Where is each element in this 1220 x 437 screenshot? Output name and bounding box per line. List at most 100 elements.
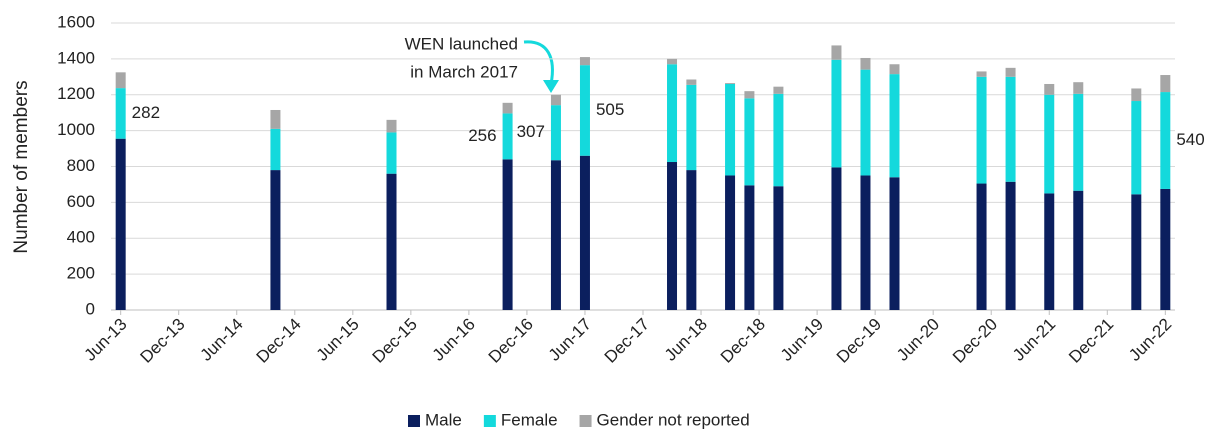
- x-tick-label: Dec-19: [833, 315, 885, 367]
- y-axis-title: Number of members: [11, 80, 32, 253]
- data-label: 540: [1176, 130, 1204, 149]
- bar-segment: [270, 109, 281, 129]
- legend-swatch: [483, 415, 496, 427]
- bar-segment: [831, 59, 842, 168]
- bar-segment: [667, 162, 678, 310]
- annotation: in March 2017: [410, 62, 518, 81]
- bar-segment: [502, 102, 513, 114]
- x-tick-label: Jun-21: [1009, 315, 1059, 365]
- y-tick-label: 800: [67, 156, 95, 175]
- x-tick-label: Jun-13: [80, 315, 130, 365]
- bar-segment: [725, 83, 736, 176]
- bar-segment: [889, 64, 900, 75]
- bar-segment: [386, 119, 397, 133]
- bar-segment: [686, 79, 697, 85]
- bar-segment: [1160, 188, 1171, 310]
- bar-segment: [1160, 75, 1171, 93]
- bar-segment: [579, 65, 590, 156]
- bar-segment: [860, 69, 871, 176]
- x-tick-label: Jun-14: [197, 315, 247, 365]
- bar-segment: [686, 170, 697, 310]
- legend-label: Female: [501, 410, 558, 429]
- y-tick-label: 1600: [57, 12, 95, 31]
- bar-segment: [889, 74, 900, 178]
- bar-segment: [1131, 101, 1142, 195]
- x-tick-label: Jun-19: [777, 315, 827, 365]
- bar-segment: [773, 86, 784, 94]
- x-tick-label: Dec-16: [485, 315, 537, 367]
- y-tick-label: 200: [67, 264, 95, 283]
- bar-segment: [1005, 181, 1016, 310]
- y-tick-label: 400: [67, 228, 95, 247]
- bar-segment: [115, 72, 126, 89]
- data-label: 282: [132, 103, 160, 122]
- bar-segment: [1073, 93, 1084, 191]
- bar-segment: [1044, 83, 1055, 95]
- x-tick-label: Jun-22: [1125, 315, 1175, 365]
- x-tick-label: Dec-17: [601, 315, 653, 367]
- bar-segment: [550, 94, 561, 106]
- bar-segment: [831, 167, 842, 310]
- bar-segment: [270, 170, 281, 310]
- legend-label: Male: [425, 410, 462, 429]
- x-tick-label: Dec-21: [1065, 315, 1117, 367]
- bar-segment: [1131, 88, 1142, 102]
- x-tick-label: Jun-16: [429, 315, 479, 365]
- annotation-arrow: [523, 40, 554, 85]
- bar-segment: [550, 105, 561, 161]
- bar-segment: [1005, 76, 1016, 182]
- bar-segment: [1005, 67, 1016, 77]
- bar-segment: [860, 57, 871, 70]
- bar-segment: [1073, 190, 1084, 310]
- x-tick-label: Jun-20: [893, 315, 943, 365]
- bar-segment: [744, 98, 755, 186]
- bar-segment: [686, 84, 697, 171]
- y-tick-label: 0: [86, 299, 95, 318]
- bar-segment: [1044, 193, 1055, 310]
- data-label: 307: [517, 122, 545, 141]
- x-tick-label: Dec-14: [253, 315, 305, 367]
- bar-segment: [725, 83, 736, 84]
- bar-segment: [386, 132, 397, 174]
- bar-segment: [386, 173, 397, 310]
- bar-segment: [579, 155, 590, 310]
- bar-segment: [1160, 92, 1171, 189]
- bar-segment: [502, 159, 513, 310]
- x-tick-label: Dec-15: [369, 315, 421, 367]
- bar-segment: [1131, 194, 1142, 310]
- y-tick-label: 1200: [57, 84, 95, 103]
- annotation-arrowhead: [543, 80, 559, 93]
- bar-segment: [889, 177, 900, 310]
- legend-swatch: [579, 415, 592, 427]
- data-label: 256: [468, 126, 496, 145]
- bar-segment: [773, 93, 784, 187]
- bar-segment: [667, 64, 678, 163]
- bar-segment: [860, 175, 871, 310]
- bar-segment: [667, 58, 678, 65]
- x-tick-label: Dec-18: [717, 315, 769, 367]
- bar-segment: [1044, 94, 1055, 194]
- bar-segment: [579, 57, 590, 66]
- legend-swatch: [408, 415, 420, 427]
- bar-segment: [725, 175, 736, 310]
- data-label: 505: [596, 100, 624, 119]
- bar-segment: [115, 88, 126, 139]
- x-tick-label: Jun-15: [313, 315, 363, 365]
- bar-segment: [1073, 82, 1084, 94]
- annotation: WEN launched: [405, 34, 518, 53]
- x-tick-label: Jun-18: [661, 315, 711, 365]
- y-tick-label: 1400: [57, 48, 95, 67]
- bar-segment: [773, 186, 784, 310]
- bar-segment: [744, 185, 755, 310]
- x-tick-label: Dec-13: [137, 315, 189, 367]
- bar-segment: [976, 76, 987, 184]
- bar-segment: [502, 113, 513, 160]
- bar-segment: [270, 128, 281, 171]
- bar-segment: [115, 138, 126, 310]
- legend-label: Gender not reported: [597, 410, 750, 429]
- x-tick-label: Jun-17: [545, 315, 595, 365]
- y-tick-label: 1000: [57, 120, 95, 139]
- bar-segment: [550, 160, 561, 310]
- bar-segment: [976, 71, 987, 77]
